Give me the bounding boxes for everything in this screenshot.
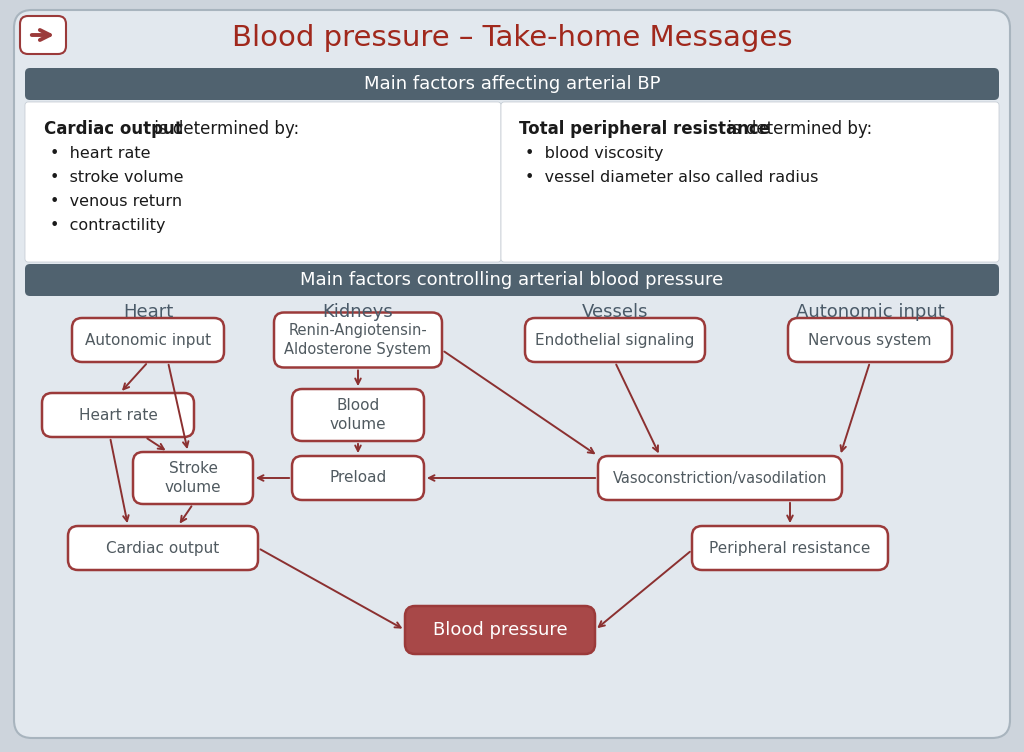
Text: Vessels: Vessels [582,303,648,321]
Text: Cardiac output: Cardiac output [44,120,182,138]
Text: is determined by:: is determined by: [150,120,299,138]
FancyBboxPatch shape [274,313,442,368]
Text: Stroke
volume: Stroke volume [165,461,221,495]
FancyBboxPatch shape [501,102,999,262]
FancyBboxPatch shape [292,389,424,441]
FancyBboxPatch shape [25,68,999,100]
Text: Autonomic input: Autonomic input [796,303,944,321]
Text: Heart: Heart [123,303,173,321]
FancyBboxPatch shape [14,10,1010,738]
FancyBboxPatch shape [42,393,194,437]
Text: Cardiac output: Cardiac output [106,541,219,556]
Text: Heart rate: Heart rate [79,408,158,423]
FancyBboxPatch shape [525,318,705,362]
Text: Vasoconstriction/vasodilation: Vasoconstriction/vasodilation [612,471,827,486]
Text: Blood
volume: Blood volume [330,399,386,432]
Text: is determined by:: is determined by: [722,120,871,138]
Text: •  contractility: • contractility [50,218,166,233]
Text: Total peripheral resistance: Total peripheral resistance [519,120,770,138]
FancyBboxPatch shape [25,102,501,262]
FancyBboxPatch shape [788,318,952,362]
Text: Endothelial signaling: Endothelial signaling [536,332,694,347]
Text: •  blood viscosity: • blood viscosity [525,146,664,161]
FancyBboxPatch shape [598,456,842,500]
FancyBboxPatch shape [692,526,888,570]
Text: Renin-Angiotensin-
Aldosterone System: Renin-Angiotensin- Aldosterone System [285,323,431,356]
Text: •  stroke volume: • stroke volume [50,170,183,185]
Text: Autonomic input: Autonomic input [85,332,211,347]
Text: Blood pressure: Blood pressure [433,621,567,639]
Text: Main factors controlling arterial blood pressure: Main factors controlling arterial blood … [300,271,724,289]
FancyBboxPatch shape [25,264,999,296]
FancyBboxPatch shape [292,456,424,500]
FancyBboxPatch shape [20,16,66,54]
FancyBboxPatch shape [406,606,595,654]
FancyBboxPatch shape [133,452,253,504]
Text: •  venous return: • venous return [50,194,182,209]
FancyBboxPatch shape [68,526,258,570]
Text: •  vessel diameter also called radius: • vessel diameter also called radius [525,170,818,185]
Text: Blood pressure – Take-home Messages: Blood pressure – Take-home Messages [231,24,793,52]
Text: Nervous system: Nervous system [808,332,932,347]
Text: Main factors affecting arterial BP: Main factors affecting arterial BP [364,75,660,93]
Text: Preload: Preload [330,471,387,486]
FancyBboxPatch shape [72,318,224,362]
Text: •  heart rate: • heart rate [50,146,151,161]
Text: Peripheral resistance: Peripheral resistance [710,541,870,556]
Text: Kidneys: Kidneys [323,303,393,321]
